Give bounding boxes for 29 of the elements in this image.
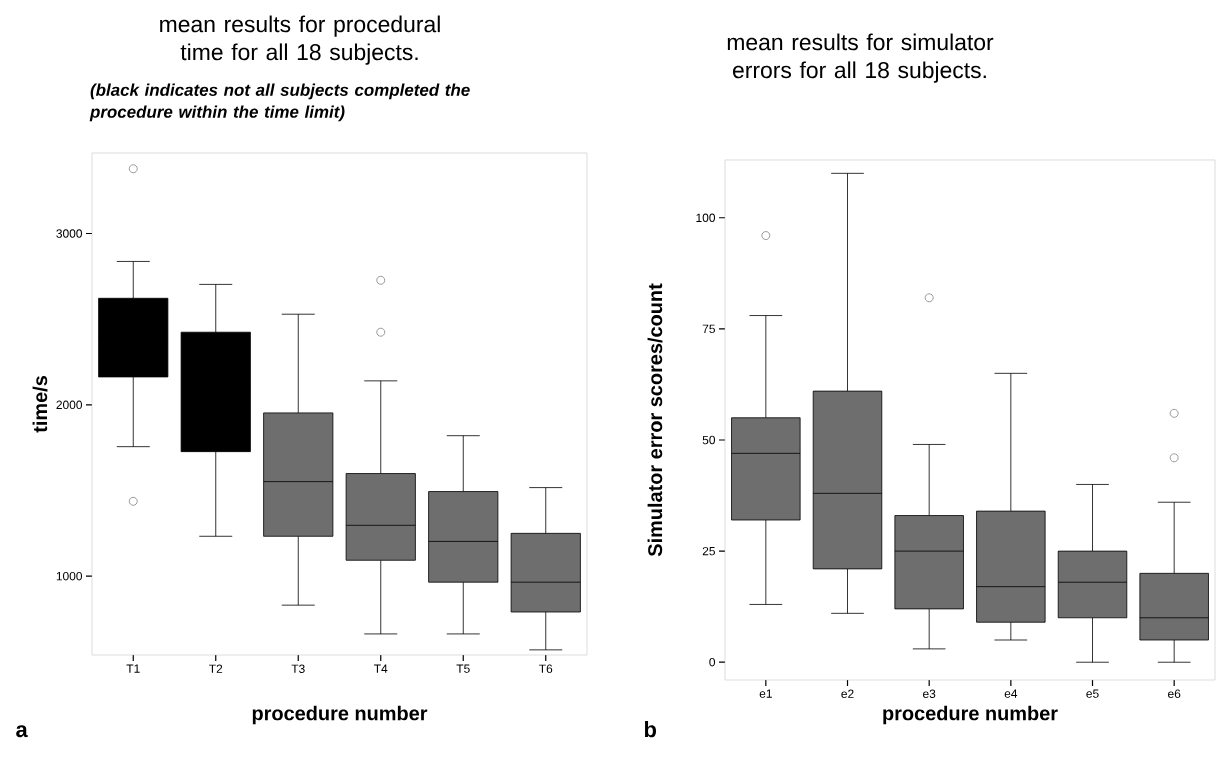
y-tick-label: 75 bbox=[702, 324, 715, 334]
x-tick-label: T2 bbox=[209, 664, 223, 673]
y-tick-label: 100 bbox=[696, 213, 716, 222]
chart-title: mean results for procedural time for all 18 subjects. bbox=[160, 15, 440, 65]
x-tick-label: T3 bbox=[291, 664, 305, 673]
x-tick-label: e3 bbox=[923, 689, 936, 698]
x-axis-title: procedure number bbox=[883, 705, 1058, 725]
text: a bbox=[16, 725, 28, 738]
x-tick-label: T6 bbox=[539, 664, 553, 673]
x-tick-label: T4 bbox=[374, 664, 388, 673]
y-tick-label: 50 bbox=[702, 435, 716, 445]
chart-title: mean results for simulator errors for all 18 subjects. bbox=[727, 33, 994, 83]
y-tick-label: 1000 bbox=[56, 571, 83, 581]
y-tick-label: 25 bbox=[702, 546, 715, 556]
x-axis-title: procedure number bbox=[252, 705, 428, 725]
x-tick-label: e4 bbox=[1004, 689, 1018, 698]
x-tick-label: e1 bbox=[759, 689, 772, 698]
x-tick-label: T1 bbox=[126, 664, 140, 673]
y-axis-title: Simulator error scores/count bbox=[647, 283, 663, 557]
y-axis-title: time/s bbox=[32, 376, 48, 433]
text: b bbox=[644, 721, 657, 738]
x-tick-label: e6 bbox=[1168, 689, 1181, 698]
chart-subtitle: (black indicates not all subjects completed the procedure within the time limit) bbox=[89, 83, 470, 122]
x-tick-label: e5 bbox=[1086, 689, 1099, 698]
y-tick-label: 2000 bbox=[56, 400, 83, 410]
x-tick-label: T5 bbox=[456, 664, 470, 673]
x-tick-label: e2 bbox=[841, 689, 854, 698]
y-tick-label: 3000 bbox=[56, 229, 83, 238]
y-tick-label: 0 bbox=[709, 657, 716, 667]
